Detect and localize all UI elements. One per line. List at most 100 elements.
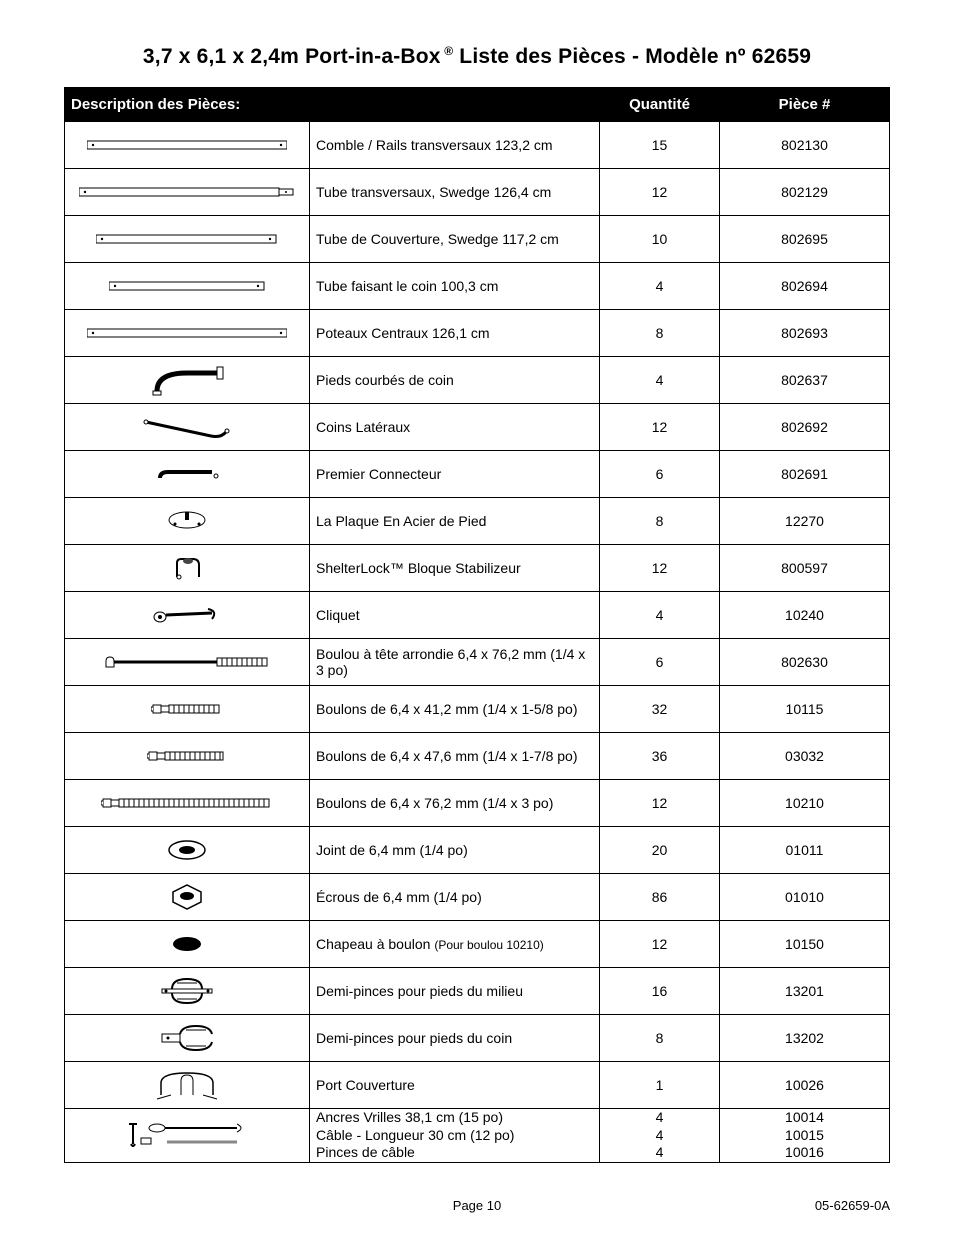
- part-number: 802129: [720, 169, 890, 216]
- nut-icon: [167, 883, 207, 911]
- part-number: 03032: [720, 733, 890, 780]
- part-quantity: 1: [600, 1062, 720, 1109]
- table-row: Poteaux Centraux 126,1 cm8802693: [65, 310, 890, 357]
- part-icon-cell: [65, 827, 310, 874]
- cap-icon: [171, 936, 203, 952]
- part-icon-cell: [65, 921, 310, 968]
- anchor-kit-icon: [127, 1120, 247, 1150]
- part-quantity: 4: [600, 263, 720, 310]
- part-icon-cell: [65, 639, 310, 686]
- table-row: Pieds courbés de coin4802637: [65, 357, 890, 404]
- part-description: Écrous de 6,4 mm (1/4 po): [310, 874, 600, 921]
- part-description: Tube transversaux, Swedge 126,4 cm: [310, 169, 600, 216]
- part-number: 802693: [720, 310, 890, 357]
- shelterlock-icon: [169, 555, 205, 581]
- foot-curved-icon: [147, 363, 227, 397]
- part-description: La Plaque En Acier de Pied: [310, 498, 600, 545]
- page-footer: Page 10 05-62659-0A: [64, 1198, 890, 1213]
- part-quantity: 8: [600, 310, 720, 357]
- table-row: Port Couverture110026: [65, 1062, 890, 1109]
- part-icon-cell: [65, 357, 310, 404]
- table-row: Boulons de 6,4 x 47,6 mm (1/4 x 1-7/8 po…: [65, 733, 890, 780]
- table-row: Demi-pinces pour pieds du milieu1613201: [65, 968, 890, 1015]
- part-description: Comble / Rails transversaux 123,2 cm: [310, 122, 600, 169]
- part-icon-cell: [65, 216, 310, 263]
- part-description: Tube de Couverture, Swedge 117,2 cm: [310, 216, 600, 263]
- part-description: Joint de 6,4 mm (1/4 po): [310, 827, 600, 874]
- part-quantity: 12: [600, 404, 720, 451]
- carriage-bolt-icon: [102, 655, 272, 669]
- part-number: 10240: [720, 592, 890, 639]
- part-icon-cell: [65, 451, 310, 498]
- table-row: Demi-pinces pour pieds du coin813202: [65, 1015, 890, 1062]
- table-row: Tube de Couverture, Swedge 117,2 cm10802…: [65, 216, 890, 263]
- title-prefix: 3,7 x 6,1 x 2,4m Port-in-a-Box: [143, 45, 441, 68]
- part-quantity: 32: [600, 686, 720, 733]
- bolt-long-icon: [101, 796, 273, 810]
- bolt-med-icon: [147, 749, 227, 763]
- part-icon-cell: [65, 686, 310, 733]
- table-row: Boulons de 6,4 x 76,2 mm (1/4 x 3 po)121…: [65, 780, 890, 827]
- part-icon-cell: [65, 733, 310, 780]
- part-quantity: 86: [600, 874, 720, 921]
- part-quantity: 12: [600, 169, 720, 216]
- part-number: 802637: [720, 357, 890, 404]
- table-row: Comble / Rails transversaux 123,2 cm1580…: [65, 122, 890, 169]
- table-row: Coins Latéraux12802692: [65, 404, 890, 451]
- table-row: Écrous de 6,4 mm (1/4 po)8601010: [65, 874, 890, 921]
- title-suffix: Liste des Pièces - Modèle nº 62659: [453, 45, 811, 68]
- ratchet-icon: [152, 605, 222, 625]
- part-description: Premier Connecteur: [310, 451, 600, 498]
- part-number: 10210: [720, 780, 890, 827]
- tube-med-icon: [96, 231, 278, 247]
- part-number: 10115: [720, 686, 890, 733]
- part-number: 13201: [720, 968, 890, 1015]
- part-quantity: 20: [600, 827, 720, 874]
- part-quantity: 8: [600, 1015, 720, 1062]
- part-number: 802130: [720, 122, 890, 169]
- part-icon-cell: [65, 545, 310, 592]
- part-number: 802694: [720, 263, 890, 310]
- part-number: 802691: [720, 451, 890, 498]
- part-icon-cell: [65, 122, 310, 169]
- part-number: 10150: [720, 921, 890, 968]
- part-icon-cell: [65, 498, 310, 545]
- part-icon-cell: [65, 1015, 310, 1062]
- table-row: Cliquet410240: [65, 592, 890, 639]
- part-icon-cell: [65, 1062, 310, 1109]
- bolt-short-icon: [151, 702, 223, 716]
- cover-icon: [151, 1069, 223, 1101]
- table-row: Ancres Vrilles 38,1 cm (15 po)Câble - Lo…: [65, 1109, 890, 1163]
- table-row: Premier Connecteur6802691: [65, 451, 890, 498]
- part-description: Port Couverture: [310, 1062, 600, 1109]
- table-row: Boulou à tête arrondie 6,4 x 76,2 mm (1/…: [65, 639, 890, 686]
- part-number: 800597: [720, 545, 890, 592]
- part-quantity: 15: [600, 122, 720, 169]
- part-description: Ancres Vrilles 38,1 cm (15 po)Câble - Lo…: [310, 1109, 600, 1163]
- part-description: Boulons de 6,4 x 76,2 mm (1/4 x 3 po): [310, 780, 600, 827]
- header-part-number: Pièce #: [720, 88, 890, 122]
- header-quantity: Quantité: [600, 88, 720, 122]
- clamp-mid-icon: [152, 975, 222, 1007]
- tube-long-icon: [87, 325, 287, 341]
- table-row: ShelterLock™ Bloque Stabilizeur12800597: [65, 545, 890, 592]
- part-icon-cell: [65, 404, 310, 451]
- registered-mark: ®: [441, 44, 454, 58]
- footer-page-number: Page 10: [64, 1198, 890, 1213]
- part-number: 13202: [720, 1015, 890, 1062]
- table-row: Boulons de 6,4 x 41,2 mm (1/4 x 1-5/8 po…: [65, 686, 890, 733]
- part-number: 100141001510016: [720, 1109, 890, 1163]
- tube-swedge-icon: [79, 184, 295, 200]
- parts-table: Description des Pièces: Quantité Pièce #…: [64, 87, 890, 1163]
- part-description-line: Pinces de câble: [316, 1144, 593, 1162]
- table-row: La Plaque En Acier de Pied812270: [65, 498, 890, 545]
- table-row: Tube faisant le coin 100,3 cm4802694: [65, 263, 890, 310]
- part-number: 01011: [720, 827, 890, 874]
- connector-icon: [152, 466, 222, 482]
- part-icon-cell: [65, 169, 310, 216]
- header-description: Description des Pièces:: [65, 88, 600, 122]
- part-description: Demi-pinces pour pieds du milieu: [310, 968, 600, 1015]
- part-description: Poteaux Centraux 126,1 cm: [310, 310, 600, 357]
- part-number: 802692: [720, 404, 890, 451]
- part-quantity: 444: [600, 1109, 720, 1163]
